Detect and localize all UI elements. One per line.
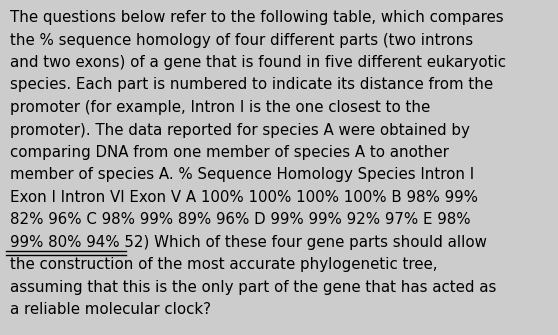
Text: the construction of the most accurate phylogenetic tree,: the construction of the most accurate ph…	[10, 258, 437, 272]
Text: member of species A. % Sequence Homology Species Intron I: member of species A. % Sequence Homology…	[10, 168, 474, 183]
Text: comparing DNA from one member of species A to another: comparing DNA from one member of species…	[10, 145, 449, 160]
Text: a reliable molecular clock?: a reliable molecular clock?	[10, 303, 211, 318]
Text: promoter (for example, Intron I is the one closest to the: promoter (for example, Intron I is the o…	[10, 100, 430, 115]
Text: assuming that this is the only part of the gene that has acted as: assuming that this is the only part of t…	[10, 280, 497, 295]
Text: 99% 80% 94% 52) Which of these four gene parts should allow: 99% 80% 94% 52) Which of these four gene…	[10, 235, 487, 250]
Text: Exon I Intron VI Exon V A 100% 100% 100% 100% B 98% 99%: Exon I Intron VI Exon V A 100% 100% 100%…	[10, 190, 478, 205]
Text: species. Each part is numbered to indicate its distance from the: species. Each part is numbered to indica…	[10, 77, 493, 92]
Text: the % sequence homology of four different parts (two introns: the % sequence homology of four differen…	[10, 32, 473, 48]
Text: 82% 96% C 98% 99% 89% 96% D 99% 99% 92% 97% E 98%: 82% 96% C 98% 99% 89% 96% D 99% 99% 92% …	[10, 212, 470, 227]
Text: and two exons) of a gene that is found in five different eukaryotic: and two exons) of a gene that is found i…	[10, 55, 506, 70]
Text: promoter). The data reported for species A were obtained by: promoter). The data reported for species…	[10, 123, 470, 137]
Text: The questions below refer to the following table, which compares: The questions below refer to the followi…	[10, 10, 504, 25]
